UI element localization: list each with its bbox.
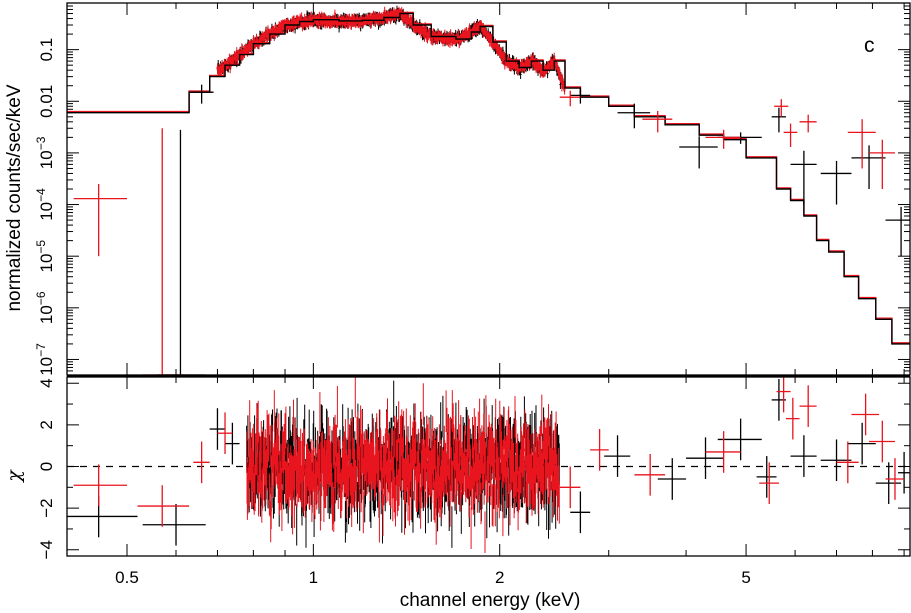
series-2-point-9	[847, 119, 876, 169]
series-1-point-9	[820, 160, 852, 205]
spectrum-y-tick-label-1: 10−7	[34, 343, 56, 376]
residual-series-2-point-7	[634, 454, 666, 496]
x-tick-label-1: 0.5	[115, 568, 139, 587]
residual-series-1-point-4	[225, 422, 240, 465]
series-2-point-5	[705, 129, 741, 149]
series-1-point-2	[189, 84, 214, 104]
residual-series-2-point-16	[885, 458, 905, 500]
x-tick-label-3: 2	[495, 568, 504, 587]
residual-series-2-point-13	[836, 441, 859, 484]
residual-series-2-point-11	[785, 397, 800, 440]
residual-series-1-point-2	[142, 503, 206, 546]
series-2-point-8	[799, 114, 817, 133]
panel-label: c	[864, 34, 875, 57]
residuals-y-tick-label-4: 2	[37, 420, 56, 429]
residual-series-2-point-6	[590, 429, 609, 471]
residual-series-1-point-16	[898, 451, 910, 494]
residual-series-1-point-10	[756, 456, 777, 498]
residual-series-2-point-15	[869, 420, 895, 463]
spectrum-y-tick-label-6: 0.01	[37, 85, 56, 118]
residual-series-2-dense	[246, 377, 560, 553]
residual-series-1-point-7	[657, 458, 687, 500]
residual-series-1-point-12	[790, 435, 817, 477]
x-tick-label-4: 5	[741, 568, 750, 587]
residual-series-1-point-14	[847, 422, 876, 465]
residual-series-1-point-13	[820, 439, 852, 482]
spectrum-panel: 10−7 10−6 10−5 10−4 10−3 0.01 0.1	[34, 2, 911, 377]
residuals-y-tick-label-5: 4	[37, 378, 56, 387]
series-2-point-7	[783, 123, 798, 148]
residual-series-2-point-2	[137, 485, 190, 527]
residual-series-2-point-1	[73, 464, 127, 507]
residual-series-2-point-8	[705, 431, 741, 473]
series-1-point-1	[157, 129, 206, 375]
residual-series-1-point-5	[570, 491, 591, 534]
series-2-point-3	[559, 90, 581, 107]
residuals-panel: 0.5 1 2 5 −4 −2 0 2 4	[37, 376, 911, 587]
series-1-point-8	[790, 150, 817, 205]
series-2-point-4	[642, 110, 673, 133]
residual-series-2-point-5	[559, 466, 581, 509]
x-tick-label-2: 1	[309, 568, 318, 587]
residual-series-2-point-4	[217, 412, 233, 455]
residual-series-2-point-12	[799, 385, 817, 427]
series-1-point-4	[617, 103, 651, 129]
residual-series-1-point-8	[686, 437, 724, 479]
series-1-point-3	[570, 89, 591, 104]
residual-series-2-point-9	[759, 462, 779, 504]
residual-series-1-point-3	[209, 408, 226, 450]
residual-series-2-point-3	[193, 441, 210, 484]
x-axis-title: channel energy (keV)	[400, 590, 581, 611]
residual-series-2-point-14	[851, 393, 880, 436]
spectrum-y-tick-label-2: 10−6	[34, 291, 56, 324]
residuals-y-tick-label-1: −4	[37, 540, 56, 559]
series-1-point-5	[679, 136, 718, 169]
spectrum-y-tick-label-4: 10−4	[34, 188, 56, 221]
series-2-point-1	[73, 183, 127, 257]
residual-series-1-point-15	[875, 462, 902, 504]
spectrum-y-tick-label-7: 0.1	[37, 38, 56, 62]
spectrum-y-axis-title: normalized counts/sec/keV	[4, 84, 25, 311]
residuals-y-tick-label-2: −2	[37, 498, 56, 517]
series-2-point-6	[774, 99, 789, 117]
series-1-point-7	[771, 107, 786, 133]
residuals-data-area	[67, 377, 910, 553]
residual-series-1-point-6	[604, 435, 631, 477]
residual-series-2-point-10	[776, 377, 791, 413]
spectrum-y-tick-label-3: 10−5	[34, 240, 56, 273]
spectrum-data-area	[67, 5, 910, 375]
spectrum-y-tick-label-5: 10−3	[34, 136, 56, 169]
series-2-point-2	[142, 128, 185, 375]
residuals-y-axis-title: χ	[3, 469, 25, 484]
residual-series-1-point-9	[717, 418, 762, 461]
residuals-y-tick-label-3: 0	[37, 462, 56, 471]
series-2-point-10	[869, 139, 895, 189]
residual-series-2-dense-errorbars	[246, 377, 560, 553]
